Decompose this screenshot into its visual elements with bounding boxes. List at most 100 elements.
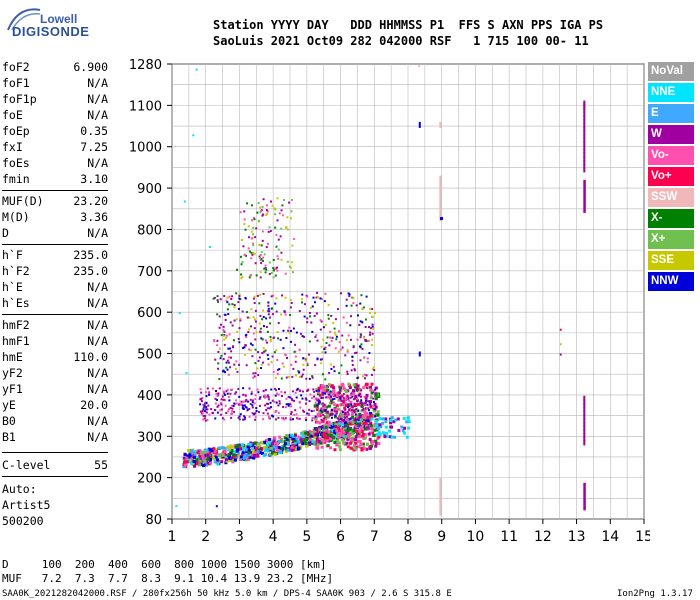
echo-point (243, 353, 246, 356)
echo-point (255, 227, 258, 230)
echo-point (290, 446, 294, 450)
echo-point (272, 415, 275, 418)
echo-point (242, 407, 245, 410)
file-info-footer: SAA0K_2021282042000.RSF / 280fx256h 50 k… (2, 589, 452, 599)
echo-point (289, 396, 292, 399)
echo-point (360, 395, 363, 398)
legend-item-x-: X+ (648, 230, 694, 249)
echo-streak (439, 477, 442, 516)
echo-point (294, 343, 297, 346)
echo-point (321, 373, 324, 376)
echo-point (302, 368, 305, 371)
echo-point (289, 306, 292, 309)
param-row-h-e: h`E N/A (2, 280, 108, 295)
legend-item-noval: NoVal (648, 62, 694, 81)
echo-point (313, 433, 317, 437)
echo-point (304, 431, 308, 435)
echo-point (303, 303, 306, 306)
echo-point (255, 452, 259, 456)
param-value: N/A (87, 92, 108, 106)
echo-point (238, 327, 241, 330)
echo-point (250, 308, 253, 311)
echo-point (260, 209, 263, 212)
echo-point (264, 396, 267, 399)
echo-point (315, 435, 319, 439)
y-tick-label: 80 (145, 513, 162, 528)
echo-point (285, 437, 289, 441)
echo-point (349, 324, 352, 327)
echo-point (231, 324, 234, 327)
echo-point (403, 426, 407, 430)
echo-point (345, 321, 348, 324)
echo-point (364, 421, 368, 425)
echo-point (369, 327, 372, 330)
param-value: 110.0 (73, 350, 108, 364)
echo-point (583, 432, 586, 438)
echo-point (583, 133, 586, 139)
echo-point (374, 397, 378, 401)
echo-point (296, 387, 299, 390)
echo-point (351, 415, 355, 419)
echo-point (258, 451, 262, 455)
echo-point (320, 362, 323, 365)
echo-point (247, 457, 251, 461)
echo-point (390, 416, 394, 420)
echo-point (326, 388, 330, 392)
echo-point (307, 388, 310, 391)
param-name: yE (2, 398, 16, 412)
echo-point (258, 322, 261, 325)
echo-point (246, 445, 250, 449)
x-axis-ticks: 1 2 3 4 5 6 7 8 9 10 11 12 13 14 15 (168, 519, 650, 545)
echo-point (365, 424, 369, 428)
echo-point (247, 451, 251, 455)
echo-point (263, 395, 266, 398)
echo-point (369, 403, 372, 406)
echo-point (383, 435, 387, 439)
param-value: 235.0 (73, 248, 108, 262)
echo-point (285, 226, 288, 229)
echo-point (203, 459, 207, 463)
echo-point (243, 418, 246, 421)
echo-point (305, 418, 308, 421)
param-value: N/A (87, 382, 108, 396)
echo-point (350, 412, 354, 416)
echo-point (220, 403, 223, 406)
param-name: MUF(D) (2, 194, 44, 208)
echo-point (341, 420, 345, 424)
echo-point (288, 446, 292, 450)
echo-point (350, 315, 353, 318)
echo-point (354, 413, 357, 416)
logo-digisonde-text: DIGISONDE (12, 24, 90, 39)
echo-point (226, 368, 229, 371)
echo-point (259, 211, 262, 214)
echo-point (235, 318, 238, 321)
param-name: fxI (2, 140, 23, 154)
echo-point (345, 429, 349, 433)
echo-point (339, 386, 343, 390)
echo-point (255, 410, 258, 413)
echo-point (270, 388, 273, 391)
echo-point (344, 390, 348, 394)
echo-point (269, 338, 272, 341)
echo-point (583, 406, 586, 412)
echo-point (214, 455, 218, 459)
echo-point (364, 436, 368, 440)
echo-point (349, 430, 353, 434)
echo-point (284, 417, 287, 420)
echo-point (272, 445, 276, 449)
echo-point (372, 328, 375, 331)
echo-point (321, 409, 325, 413)
x-tick-label: 1 (168, 529, 177, 545)
echo-point (303, 315, 306, 318)
echo-point (311, 397, 314, 400)
echo-point (301, 390, 304, 393)
echo-point (203, 417, 206, 420)
echo-point (376, 410, 380, 414)
echo-point (242, 418, 245, 421)
param-row-fof1p: foF1p N/A (2, 92, 108, 107)
echo-point (314, 335, 317, 338)
echo-point (304, 402, 307, 405)
echo-point (246, 202, 249, 205)
echo-point (251, 449, 255, 453)
echo-point (252, 456, 256, 460)
